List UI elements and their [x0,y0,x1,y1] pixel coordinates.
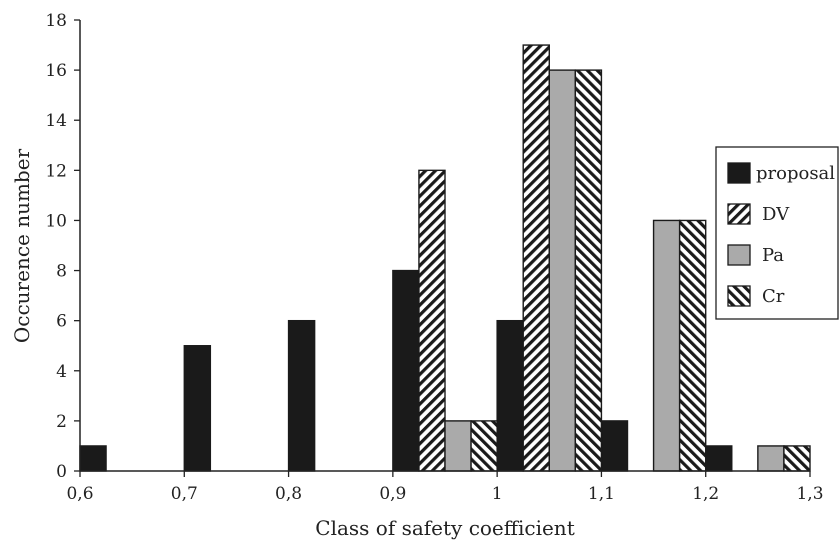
bar-pa [444,420,472,472]
bar-cr [678,219,707,472]
x-tick-label: 1 [492,484,503,504]
y-tick-label: 4 [56,362,67,382]
legend-label-proposal: proposal [756,163,835,184]
y-tick-label: 6 [56,312,67,332]
bar-proposal [79,445,107,472]
x-axis-title: Class of safety coefficient [315,516,574,540]
bar-proposal [705,445,733,472]
bar-cr [783,445,811,472]
bar-dv [522,44,550,472]
bar-cr [470,420,498,472]
y-tick-label: 0 [56,462,67,482]
x-tick-label: 0,7 [171,484,198,504]
bar-proposal [600,420,629,472]
legend-swatch-cr [727,285,751,307]
bar-proposal [392,269,420,472]
x-tick-label: 1,3 [796,484,823,504]
y-tick-label: 12 [45,161,67,181]
x-tick-label: 0,9 [379,484,406,504]
axes-group: 0,6 0,7 0,8 0,9 1 1,1 1,2 1,3 0 2 4 6 8 10 12 14 16 18 [45,11,823,504]
y-tick-label: 14 [45,111,67,131]
y-tick-label: 2 [56,412,67,432]
bar-dv [418,169,446,472]
y-tick-label: 18 [45,11,67,31]
x-tick-label: 0,6 [66,484,93,504]
legend-swatch-pa [727,244,751,266]
legend-label-cr: Cr [762,286,785,307]
bar-cr [574,69,603,472]
bars-group [79,44,811,472]
legend-label-pa: Pa [762,245,784,266]
bar-pa [548,69,577,472]
bar-proposal [287,319,316,472]
bar-proposal [496,319,524,472]
y-tick-label: 8 [56,262,67,282]
x-tick-label: 1,1 [588,484,615,504]
x-tick-label: 0,8 [275,484,302,504]
legend-swatch-dv [727,203,751,225]
bar-proposal [183,345,212,472]
legend: proposal DV Pa Cr [715,146,839,320]
y-tick-label: 10 [45,211,67,231]
bar-pa [757,445,785,472]
bar-pa [652,219,681,472]
y-tick-label: 16 [45,61,67,81]
x-tick-label: 1,2 [692,484,719,504]
y-axis-title: Occurence number [10,148,34,343]
legend-swatch-proposal [727,162,751,184]
legend-label-dv: DV [762,204,790,225]
